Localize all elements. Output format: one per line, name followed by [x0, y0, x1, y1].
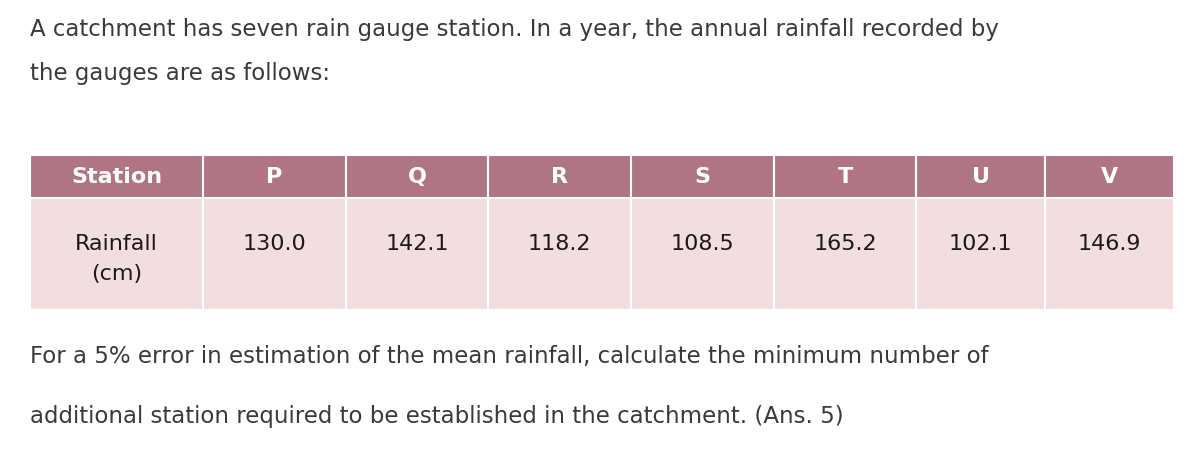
Text: Rainfall: Rainfall	[76, 234, 158, 254]
Bar	[30, 155, 203, 198]
Text: 146.9: 146.9	[1078, 234, 1141, 254]
Bar	[488, 155, 631, 198]
Text: S: S	[695, 166, 710, 186]
Text: V: V	[1100, 166, 1118, 186]
Bar	[203, 198, 346, 310]
Text: 118.2: 118.2	[528, 234, 592, 254]
Text: P: P	[266, 166, 282, 186]
Text: A catchment has seven rain gauge station. In a year, the annual rainfall recorde: A catchment has seven rain gauge station…	[30, 18, 998, 41]
Text: U: U	[972, 166, 990, 186]
Text: additional station required to be established in the catchment. (Ans. 5): additional station required to be establ…	[30, 405, 844, 428]
Bar	[1045, 155, 1174, 198]
Bar	[1045, 198, 1174, 310]
Text: 102.1: 102.1	[949, 234, 1013, 254]
Text: 108.5: 108.5	[671, 234, 734, 254]
Text: T: T	[838, 166, 853, 186]
Bar	[631, 155, 774, 198]
Text: R: R	[551, 166, 569, 186]
Text: 142.1: 142.1	[385, 234, 449, 254]
Text: Station: Station	[71, 166, 162, 186]
Bar	[917, 155, 1045, 198]
Text: For a 5% error in estimation of the mean rainfall, calculate the minimum number : For a 5% error in estimation of the mean…	[30, 345, 989, 368]
Text: Q: Q	[408, 166, 426, 186]
Bar	[346, 198, 488, 310]
Bar	[488, 198, 631, 310]
Text: 130.0: 130.0	[242, 234, 306, 254]
Bar	[774, 198, 917, 310]
Text: (cm): (cm)	[91, 264, 142, 284]
Bar	[30, 198, 203, 310]
Text: the gauges are as follows:: the gauges are as follows:	[30, 62, 330, 85]
Bar	[774, 155, 917, 198]
Text: 165.2: 165.2	[814, 234, 877, 254]
Bar	[917, 198, 1045, 310]
Bar	[203, 155, 346, 198]
Bar	[631, 198, 774, 310]
Bar	[346, 155, 488, 198]
